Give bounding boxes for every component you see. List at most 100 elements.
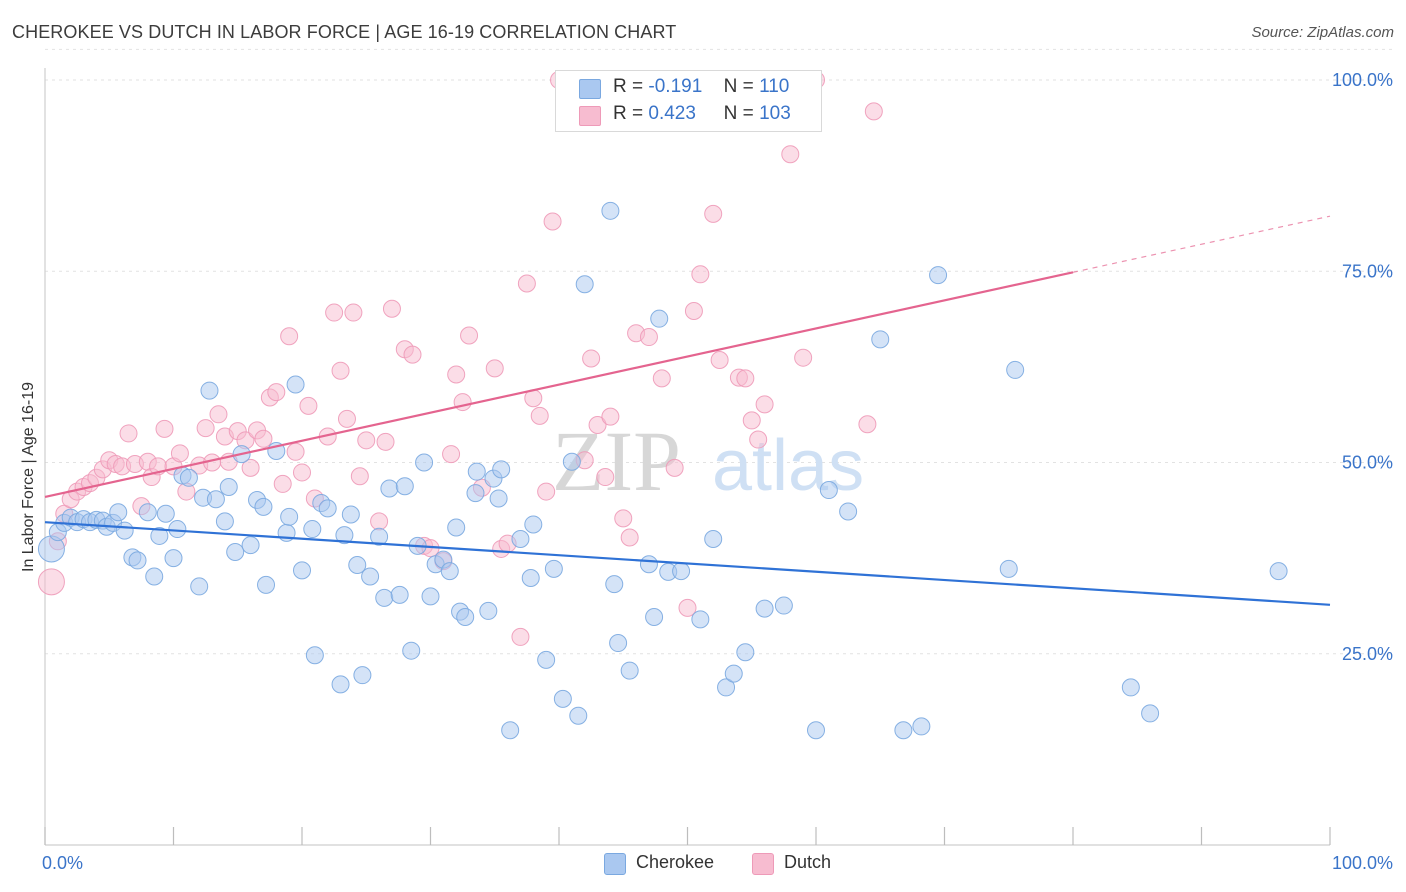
- x-tick-label-min: 0.0%: [42, 853, 83, 873]
- dutch-trend-line: [44, 271, 1074, 498]
- cherokee-point: [553, 689, 572, 708]
- dutch-point: [704, 204, 723, 223]
- dutch-point: [710, 350, 729, 369]
- dutch-point: [325, 303, 344, 322]
- dutch-point: [442, 445, 461, 464]
- y-tick-label: 100.0%: [1332, 70, 1393, 90]
- dutch-point: [794, 348, 813, 367]
- cherokee-point: [819, 481, 838, 500]
- cherokee-point: [395, 477, 414, 496]
- dutch-point: [267, 383, 286, 402]
- dutch-point: [864, 102, 883, 121]
- cherokee-point: [456, 608, 475, 627]
- dutch-point: [37, 568, 65, 596]
- cherokee-point: [1141, 704, 1160, 723]
- watermark-atlas: atlas: [712, 426, 864, 506]
- cherokee-point: [605, 575, 624, 594]
- cherokee-point: [226, 543, 245, 562]
- cherokee-trend-line: [44, 521, 1331, 606]
- cherokee-point: [115, 521, 134, 540]
- dutch-r-value: 0.423: [648, 103, 696, 124]
- cherokee-point: [254, 497, 273, 516]
- dutch-point: [447, 365, 466, 384]
- cherokee-point: [375, 588, 394, 607]
- dutch-point: [254, 429, 273, 448]
- axes: [44, 68, 1331, 846]
- dutch-point: [350, 467, 369, 486]
- cherokee-point: [524, 515, 543, 534]
- cherokee-point: [466, 484, 485, 503]
- cherokee-point: [128, 551, 147, 570]
- dutch-point: [588, 416, 607, 435]
- cherokee-point: [511, 530, 530, 548]
- y-tick-label: 50.0%: [1342, 453, 1393, 473]
- cherokee-point: [138, 503, 157, 522]
- cherokee-point: [348, 556, 367, 575]
- cherokee-point: [569, 706, 588, 725]
- cherokee-legend-label: Cherokee: [636, 852, 715, 872]
- dutch-point: [742, 411, 761, 430]
- cherokee-point: [1121, 678, 1140, 697]
- cherokee-point: [390, 585, 409, 604]
- source-label: Source: ZipAtlas.com: [1251, 24, 1394, 41]
- cherokee-point: [999, 559, 1018, 578]
- dutch-point: [376, 432, 395, 451]
- cherokee-point: [639, 555, 658, 574]
- cherokee-point: [736, 643, 755, 662]
- cherokee-point: [341, 505, 360, 524]
- dutch-point: [286, 442, 305, 461]
- cherokee-swatch: [579, 79, 601, 99]
- dutch-point: [299, 396, 318, 415]
- cherokee-point: [164, 549, 183, 568]
- cherokee-point: [200, 381, 219, 400]
- cherokee-point: [257, 575, 276, 594]
- dutch-point: [665, 458, 684, 477]
- cherokee-point: [206, 490, 225, 509]
- cherokee-point: [293, 561, 311, 580]
- dutch-point: [601, 407, 620, 426]
- cherokee-point: [650, 309, 669, 328]
- dutch-point: [357, 431, 376, 450]
- dutch-point: [485, 359, 504, 378]
- cherokee-point: [280, 507, 299, 526]
- cherokee-point: [717, 678, 736, 697]
- cherokee-point: [774, 596, 793, 615]
- dutch-point: [614, 509, 633, 528]
- dutch-point: [530, 406, 549, 425]
- cherokee-point: [219, 477, 238, 496]
- cherokee-point: [190, 577, 209, 596]
- cherokee-point: [912, 717, 931, 736]
- cherokee-point: [440, 562, 459, 581]
- dutch-point: [582, 349, 601, 368]
- cherokee-point: [380, 479, 399, 498]
- cherokee-point: [575, 275, 594, 294]
- cherokee-point: [871, 330, 890, 349]
- cherokee-point: [241, 536, 260, 555]
- cherokee-point: [179, 468, 198, 487]
- dutch-point: [331, 361, 350, 380]
- cherokee-point: [215, 512, 234, 531]
- cherokee-point: [544, 559, 563, 578]
- dutch-point: [370, 512, 389, 531]
- cherokee-legend-swatch: [604, 853, 626, 875]
- cherokee-point: [755, 599, 774, 618]
- dutch-point: [620, 528, 639, 547]
- dutch-points: [37, 71, 883, 646]
- cherokee-point: [492, 460, 511, 479]
- cherokee-point: [704, 530, 723, 548]
- cherokee-point: [150, 526, 169, 545]
- cherokee-point: [537, 650, 556, 669]
- cherokee-point: [489, 489, 508, 508]
- cherokee-point: [562, 452, 581, 471]
- dutch-point: [280, 327, 299, 346]
- dutch-point: [119, 424, 138, 443]
- cherokee-point: [353, 666, 372, 685]
- cherokee-point: [521, 569, 540, 588]
- dutch-point: [511, 627, 530, 646]
- dutch-swatch: [579, 106, 601, 126]
- cherokee-point: [839, 502, 858, 521]
- cherokee-point: [929, 266, 948, 285]
- dutch-point: [684, 302, 703, 321]
- cherokee-point: [109, 503, 128, 522]
